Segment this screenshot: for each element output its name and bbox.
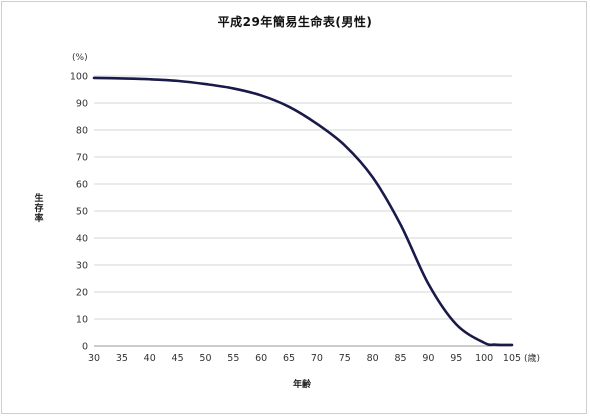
y-tick-labels: 0 10 20 30 40 50 60 70 80 90 100 — [70, 72, 88, 353]
x-tick-label: 30 — [88, 353, 100, 364]
x-tick-label: 105 — [503, 353, 521, 364]
chart-title: 平成29年簡易生命表(男性) — [217, 15, 373, 29]
y-tick-label: 60 — [76, 180, 88, 191]
series-line-survival-rate — [92, 76, 514, 347]
y-tick-label: 30 — [76, 261, 88, 272]
x-tick-label: 35 — [116, 353, 128, 364]
x-axis-label: 年齢 — [292, 380, 311, 390]
x-tick-label: 80 — [367, 353, 379, 364]
x-tick-label: 40 — [144, 353, 156, 364]
x-tick-labels: 30 35 40 45 50 55 60 65 70 75 80 85 90 95 100 105 — [88, 353, 521, 364]
y-tick-label: 10 — [76, 315, 88, 326]
series-group — [92, 76, 514, 347]
y-tick-label: 0 — [82, 342, 88, 353]
y-tick-label: 70 — [76, 153, 88, 164]
y-tick-label: 20 — [76, 288, 88, 299]
x-tick-label: 85 — [394, 353, 406, 364]
x-tick-label: 65 — [283, 353, 295, 364]
x-tick-label: 95 — [450, 353, 462, 364]
x-axis-unit: (歳) — [524, 354, 541, 364]
y-tick-label: 100 — [70, 72, 88, 83]
y-tick-label: 80 — [76, 126, 88, 137]
x-tick-label: 50 — [199, 353, 211, 364]
y-axis-unit: (%) — [72, 53, 88, 63]
y-tick-label: 90 — [76, 99, 88, 110]
x-tick-label: 75 — [339, 353, 351, 364]
x-tick-label: 90 — [422, 353, 434, 364]
x-tick-label: 55 — [227, 353, 239, 364]
grid-lines — [94, 75, 512, 347]
x-tick-label: 70 — [311, 353, 323, 364]
y-tick-label: 50 — [76, 207, 88, 218]
x-tick-label: 60 — [255, 353, 267, 364]
x-tick-label: 45 — [172, 353, 184, 364]
y-tick-label: 40 — [76, 234, 88, 245]
x-tick-label: 100 — [475, 353, 493, 364]
y-axis-label: 生存率 — [34, 194, 44, 224]
